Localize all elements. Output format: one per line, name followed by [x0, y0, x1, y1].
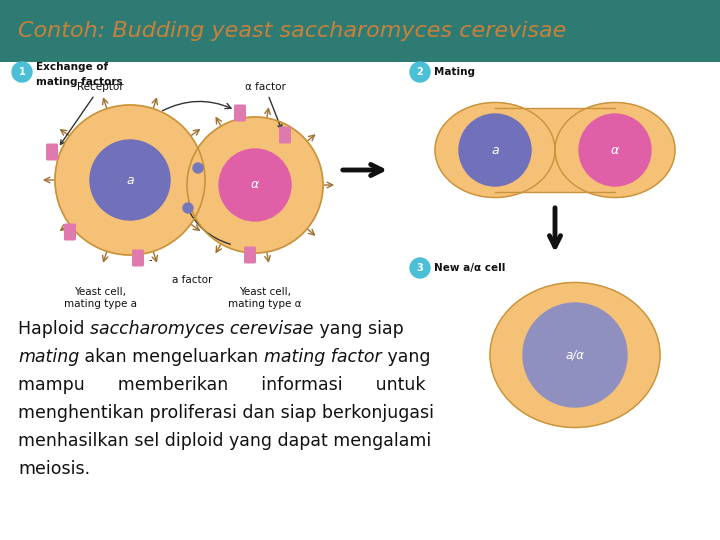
- Text: Mating: Mating: [434, 67, 475, 77]
- Ellipse shape: [435, 103, 555, 198]
- FancyBboxPatch shape: [64, 224, 76, 240]
- Text: Exchange of: Exchange of: [36, 62, 108, 72]
- Text: Contoh: Budding yeast saccharomyces cerevisae: Contoh: Budding yeast saccharomyces cere…: [18, 21, 567, 41]
- Text: New a/α cell: New a/α cell: [434, 263, 505, 273]
- Text: a/α: a/α: [565, 348, 585, 361]
- Text: mating type a: mating type a: [63, 299, 137, 309]
- Text: 2: 2: [417, 67, 423, 77]
- Circle shape: [55, 105, 205, 255]
- Text: a: a: [126, 173, 134, 186]
- Ellipse shape: [555, 103, 675, 198]
- Text: α: α: [251, 179, 259, 192]
- Text: akan mengeluarkan: akan mengeluarkan: [79, 348, 264, 366]
- Text: Yeast cell,: Yeast cell,: [239, 287, 291, 297]
- Circle shape: [90, 140, 170, 220]
- Bar: [0, 0, 720, 62]
- Text: yang: yang: [382, 348, 430, 366]
- Circle shape: [579, 114, 651, 186]
- FancyBboxPatch shape: [234, 105, 246, 122]
- Circle shape: [459, 114, 531, 186]
- FancyBboxPatch shape: [244, 246, 256, 264]
- Text: a factor: a factor: [172, 275, 212, 285]
- Text: α factor: α factor: [245, 82, 285, 129]
- FancyBboxPatch shape: [46, 144, 58, 160]
- Circle shape: [410, 258, 430, 278]
- Text: menhasilkan sel diploid yang dapat mengalami: menhasilkan sel diploid yang dapat menga…: [18, 432, 431, 450]
- Text: a: a: [491, 144, 499, 157]
- Ellipse shape: [490, 282, 660, 428]
- Circle shape: [183, 203, 193, 213]
- FancyBboxPatch shape: [132, 249, 144, 267]
- Text: Haploid: Haploid: [18, 320, 90, 338]
- Text: mating type α: mating type α: [228, 299, 302, 309]
- Circle shape: [523, 303, 627, 407]
- FancyBboxPatch shape: [279, 126, 291, 144]
- Bar: [495, 108, 615, 192]
- Circle shape: [12, 62, 32, 82]
- Text: yang siap: yang siap: [313, 320, 403, 338]
- Text: α: α: [611, 144, 619, 157]
- Text: 3: 3: [417, 263, 423, 273]
- Text: -: -: [148, 255, 152, 265]
- Circle shape: [187, 117, 323, 253]
- Circle shape: [193, 163, 203, 173]
- Text: menghentikan proliferasi dan siap berkonjugasi: menghentikan proliferasi dan siap berkon…: [18, 404, 434, 422]
- Text: mating: mating: [18, 348, 79, 366]
- Text: meiosis.: meiosis.: [18, 460, 90, 478]
- Text: mating factor: mating factor: [264, 348, 382, 366]
- Text: Yeast cell,: Yeast cell,: [74, 287, 126, 297]
- Circle shape: [410, 62, 430, 82]
- Text: Receptor: Receptor: [60, 82, 123, 144]
- Text: mampu      memberikan      informasi      untuk: mampu memberikan informasi untuk: [18, 376, 426, 394]
- Text: saccharomyces cerevisae: saccharomyces cerevisae: [90, 320, 313, 338]
- Text: mating factors: mating factors: [36, 77, 122, 87]
- Circle shape: [219, 149, 291, 221]
- Text: 1: 1: [19, 67, 25, 77]
